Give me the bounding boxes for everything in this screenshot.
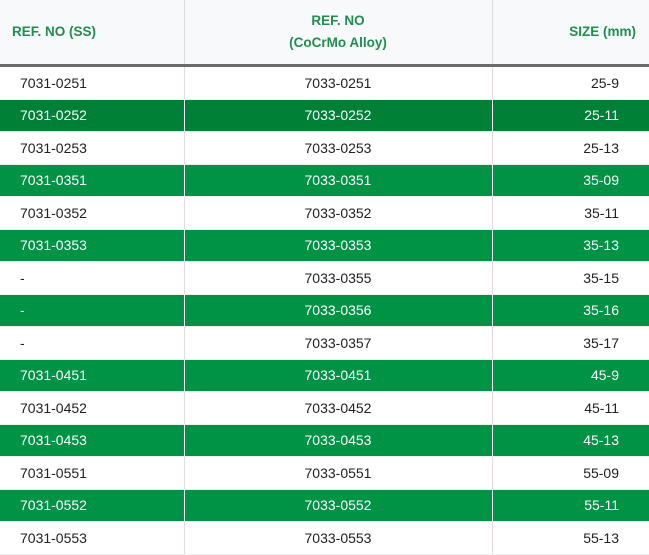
cell-ref-ss: -: [0, 294, 185, 327]
cell-ref-ss: 7031-0352: [0, 196, 185, 230]
cell-size: 45-13: [492, 424, 649, 457]
table-row: -7033-0357 35-17: [0, 326, 649, 360]
table-row: 7031-0351 7033-0351 35-09: [0, 164, 649, 197]
cell-size: 35-16: [492, 294, 649, 327]
cell-ref-alloy: 7033-0252: [184, 99, 493, 132]
header-ref-alloy-line2: (CoCrMo Alloy): [289, 35, 387, 50]
cell-ref-ss: 7031-0553: [0, 521, 185, 555]
cell-size: 35-13: [492, 229, 649, 262]
cell-size: 55-11: [492, 489, 649, 522]
table-row: 7031-0353 7033-0353 35-13: [0, 229, 649, 262]
table-row: 7031-0552 7033-0552 55-11: [0, 489, 649, 522]
cell-ref-ss: 7031-0251: [0, 65, 185, 100]
cell-size: 25-9: [492, 65, 649, 100]
table-row: 7031-0452 7033-0452 45-11: [0, 391, 649, 425]
cell-ref-alloy: 7033-0253: [184, 131, 493, 165]
table-row: 7031-0453 7033-0453 45-13: [0, 424, 649, 457]
cell-ref-alloy: 7033-0352: [184, 196, 493, 230]
table-row: 7031-0553 7033-0553 55-13: [0, 521, 649, 555]
cell-ref-alloy: 7033-0452: [184, 391, 493, 425]
cell-size: 55-09: [492, 456, 649, 490]
cell-ref-alloy: 7033-0357: [184, 326, 493, 360]
header-ref-alloy: REF. NO (CoCrMo Alloy): [184, 0, 493, 67]
header-row: REF. NO (SS) REF. NO (CoCrMo Alloy) SIZE …: [0, 0, 649, 67]
cell-size: 35-17: [492, 326, 649, 360]
cell-ref-ss: 7031-0253: [0, 131, 185, 165]
cell-ref-ss: 7031-0353: [0, 229, 185, 262]
cell-size: 45-11: [492, 391, 649, 425]
cell-ref-ss: 7031-0452: [0, 391, 185, 425]
cell-ref-ss: 7031-0453: [0, 424, 185, 457]
cell-size: 35-15: [492, 261, 649, 295]
cell-ref-ss: -: [0, 326, 185, 360]
cell-size: 25-13: [492, 131, 649, 165]
table-row: 7031-0352 7033-0352 35-11: [0, 196, 649, 230]
header-ref-ss: REF. NO (SS): [0, 0, 185, 67]
table-row: 7031-0551 7033-0551 55-09: [0, 456, 649, 490]
table-row: 7031-0252 7033-0252 25-11: [0, 99, 649, 132]
cell-ref-alloy: 7033-0553: [184, 521, 493, 555]
cell-size: 25-11: [492, 99, 649, 132]
cell-size: 35-09: [492, 164, 649, 197]
cell-ref-ss: 7031-0552: [0, 489, 185, 522]
header-size: SIZE (mm): [492, 0, 649, 67]
cell-ref-alloy: 7033-0551: [184, 456, 493, 490]
cell-ref-ss: -: [0, 261, 185, 295]
cell-ref-alloy: 7033-0451: [184, 359, 493, 392]
cell-size: 35-11: [492, 196, 649, 230]
cell-ref-alloy: 7033-0355: [184, 261, 493, 295]
cell-ref-ss: 7031-0351: [0, 164, 185, 197]
cell-ref-alloy: 7033-0552: [184, 489, 493, 522]
cell-ref-alloy: 7033-0453: [184, 424, 493, 457]
cell-ref-ss: 7031-0252: [0, 99, 185, 132]
cell-ref-alloy: 7033-0353: [184, 229, 493, 262]
table-row: 7031-0253 7033-0253 25-13: [0, 131, 649, 165]
table-row: -7033-0355 35-15: [0, 261, 649, 295]
cell-ref-alloy: 7033-0351: [184, 164, 493, 197]
cell-ref-ss: 7031-0551: [0, 456, 185, 490]
cell-size: 45-9: [492, 359, 649, 392]
table-row: 7031-0451 7033-0451 45-9: [0, 359, 649, 392]
cell-size: 55-13: [492, 521, 649, 555]
header-ref-alloy-line1: REF. NO: [311, 13, 365, 28]
table-row: 7031-0251 7033-0251 25-9: [0, 65, 649, 100]
table-row: -7033-0356 35-16: [0, 294, 649, 327]
cell-ref-alloy: 7033-0356: [184, 294, 493, 327]
cell-ref-alloy: 7033-0251: [184, 65, 493, 100]
cell-ref-ss: 7031-0451: [0, 359, 185, 392]
